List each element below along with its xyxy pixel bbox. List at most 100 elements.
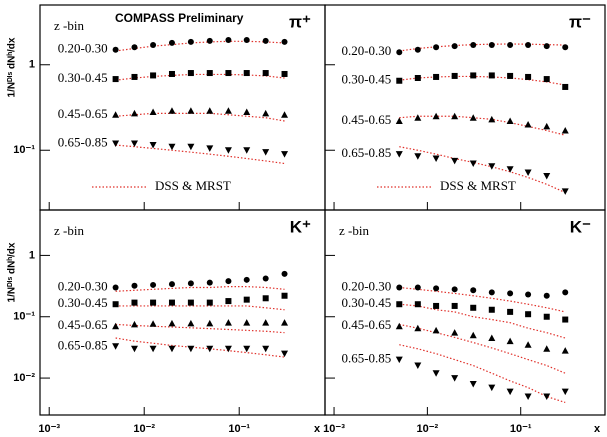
data-point (131, 282, 138, 289)
data-point (396, 284, 403, 291)
data-point (395, 322, 403, 330)
panel-frame (39, 209, 326, 416)
data-point (168, 281, 175, 288)
data-point (281, 350, 289, 358)
y-tick-label: 1 (29, 249, 35, 261)
data-point (507, 42, 514, 49)
data-point (281, 292, 288, 299)
data-point (543, 43, 550, 50)
data-point (524, 169, 532, 176)
data-point (112, 46, 119, 53)
series-label: 0.65-0.85 (58, 134, 108, 149)
data-point (433, 44, 440, 51)
y-tick-label: 1 (29, 59, 35, 71)
data-point (561, 347, 569, 354)
data-point (414, 284, 421, 291)
data-point (525, 311, 532, 318)
data-point (507, 72, 514, 79)
data-point (396, 49, 403, 56)
series-label: 0.20-0.30 (341, 278, 391, 293)
data-point (507, 290, 514, 297)
data-point (150, 72, 157, 79)
series-label: 0.65-0.85 (58, 337, 108, 352)
data-point (562, 44, 569, 51)
x-axis-label: x (314, 423, 321, 435)
x-axis-label: x (594, 423, 601, 435)
data-point (543, 313, 550, 320)
data-point (206, 70, 213, 77)
data-point (414, 301, 421, 308)
fit-curve (115, 305, 285, 311)
data-point (168, 299, 175, 306)
data-point (262, 319, 270, 326)
series-label: 0.45-0.65 (341, 317, 391, 332)
data-point (168, 39, 175, 46)
data-point (262, 149, 270, 156)
data-point (451, 375, 459, 382)
data-point (562, 289, 569, 296)
data-point (224, 345, 232, 353)
data-point (225, 36, 232, 43)
data-point (281, 151, 289, 158)
data-point (281, 70, 288, 77)
data-point (187, 107, 195, 114)
fit-curve (399, 303, 566, 339)
data-point (243, 108, 251, 116)
data-point (396, 77, 403, 84)
series-label: 0.20-0.30 (341, 43, 391, 58)
data-point (469, 160, 477, 167)
data-point (432, 155, 440, 163)
data-point (112, 343, 120, 350)
data-point (131, 299, 138, 306)
data-point (187, 345, 195, 353)
fit-curve (399, 115, 566, 136)
data-point (168, 70, 175, 77)
data-point (206, 279, 213, 286)
data-point (451, 157, 459, 165)
y-axis-label: 1/Nᴰᴵˢ dNʰ/dx (7, 242, 18, 302)
data-point (225, 70, 232, 77)
data-point (543, 122, 551, 130)
data-point (243, 147, 251, 154)
data-point (243, 36, 250, 43)
data-point (543, 345, 551, 352)
data-point (262, 295, 269, 302)
data-point (262, 345, 270, 353)
data-point (187, 38, 194, 45)
x-tick-label: 10⁻¹ (510, 423, 532, 435)
data-point (543, 76, 550, 83)
data-point (561, 127, 569, 134)
bin-label: z -bin (54, 18, 84, 33)
data-point (243, 296, 250, 303)
data-point (187, 299, 194, 306)
data-point (168, 319, 176, 327)
data-point (262, 37, 269, 44)
data-point (206, 345, 214, 353)
data-point (507, 308, 514, 315)
x-tick-label: 10⁻¹ (228, 423, 250, 435)
data-point (396, 301, 403, 308)
legend-label: DSS & MRST (440, 178, 516, 193)
x-tick-label: 10⁻³ (38, 423, 60, 435)
fit-curve (399, 146, 566, 194)
y-tick-label: 10⁻¹ (13, 311, 35, 323)
data-point (525, 42, 532, 49)
annotation: COMPASS Preliminary (115, 11, 244, 25)
data-point (470, 287, 477, 294)
data-point (506, 337, 514, 345)
data-point (149, 142, 157, 149)
data-point (206, 37, 213, 44)
data-point (488, 163, 496, 170)
data-point (562, 316, 569, 323)
data-point (112, 140, 120, 147)
data-point (562, 83, 569, 90)
data-point (561, 188, 569, 195)
data-point (414, 74, 421, 81)
data-point (451, 112, 459, 120)
data-point (525, 73, 532, 80)
x-tick-label: 10⁻² (133, 423, 155, 435)
series-label: 0.45-0.65 (341, 112, 391, 127)
data-point (131, 44, 138, 51)
data-point (112, 301, 119, 308)
